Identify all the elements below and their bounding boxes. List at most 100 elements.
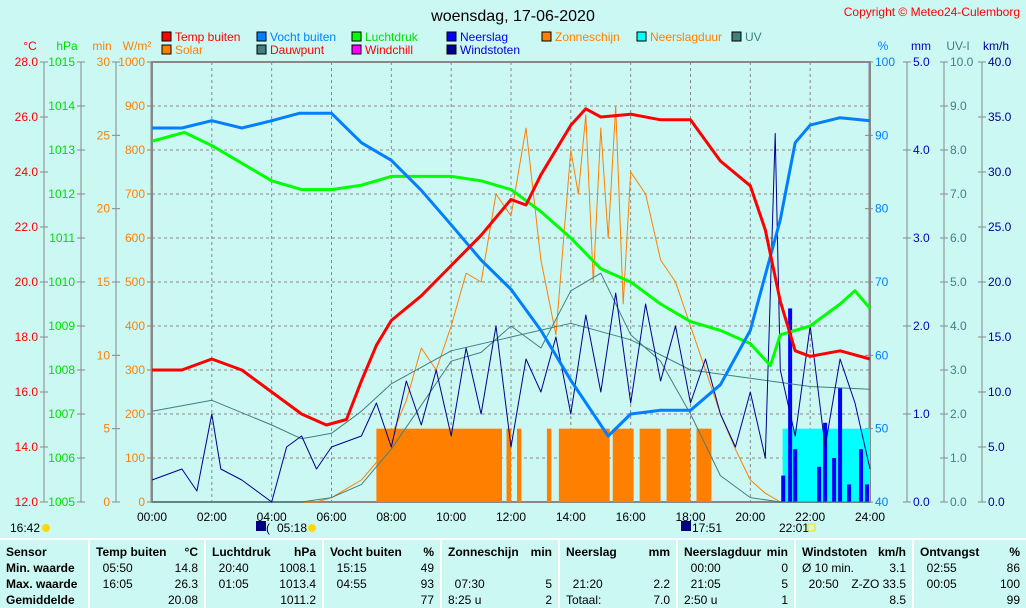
axis-tick-label-wm2: 900: [125, 99, 145, 113]
axis-tick-label-min: 25: [97, 128, 111, 142]
table-cell: 77: [420, 593, 434, 607]
axis-tick-label-uvi: 1.0: [950, 451, 967, 465]
axis-tick-label-wm2: 400: [125, 319, 145, 333]
table-header: Neerslagduur min: [684, 544, 788, 560]
bar-neerslag: [781, 475, 786, 502]
axis-tick-label-wm2: 100: [125, 451, 145, 465]
table-column: Neerslag mm 21:20 2.2 Totaal: 7.0: [560, 540, 678, 608]
legend-label: Solar: [175, 43, 203, 57]
axis-tick-label-min: 0: [103, 495, 110, 509]
table-row: 20:40 1008.1: [212, 560, 316, 576]
table-cell: 20.08: [167, 593, 198, 607]
table-cell: 05:50: [96, 561, 133, 575]
bar-neerslag: [847, 484, 852, 502]
table-row: [566, 560, 670, 576]
axis-tick-label-uvi: 6.0: [950, 231, 967, 245]
axis-tick-label-min: 10: [97, 348, 111, 362]
table-cell: Ø 10 min.: [802, 561, 855, 575]
table-cell: 02:55: [920, 561, 957, 575]
bar-neerslag: [817, 466, 822, 502]
table-cell: 01:05: [212, 577, 249, 591]
chart: woensdag, 17-06-2020 Copyright © Meteo24-…: [10, 5, 1020, 535]
axis-tick-label-wm2: 0: [138, 495, 145, 509]
chart-title: woensdag, 17-06-2020: [430, 8, 595, 25]
axis-tick-label-uvi: 9.0: [950, 99, 967, 113]
table-column: Luchtdruk hPa 20:40 1008.1 01:05 1013.4 1011…: [206, 540, 324, 608]
sunset-icon: [807, 523, 816, 532]
table-cell: Max. waarde: [6, 577, 78, 591]
axis-tick-label-temp: 16.0: [15, 385, 39, 399]
moonset-time: 16:42: [10, 521, 40, 535]
table-header: Zonneschijn min: [448, 544, 552, 560]
table-cell: 100: [999, 577, 1020, 591]
table-header: Vocht buiten%: [330, 544, 434, 560]
moon-icon: [681, 521, 691, 531]
table-row: 15:15 49: [330, 560, 434, 576]
axis-tick-label-kmh: 10.0: [988, 385, 1012, 399]
table-cell: 20:40: [212, 561, 249, 575]
table-row: 00:00 0: [684, 560, 788, 576]
axis-tick-label-temp: 20.0: [15, 275, 39, 289]
table-column: Neerslagduur min 00:00 0 21:05 5 2:50 u 1: [678, 540, 796, 608]
axis-tick-label-mm: 1.0: [913, 407, 930, 421]
sunrise-prefix: (: [266, 521, 270, 535]
table-cell: km/h: [877, 545, 906, 559]
axis-tick-label-mm: 2.0: [913, 319, 930, 333]
table-cell: 00:05: [920, 577, 957, 591]
bar-neerslag: [788, 308, 793, 502]
axis-tick-label-uvi: 4.0: [950, 319, 967, 333]
series-solar: [152, 105, 870, 503]
table-cell: mm: [648, 545, 670, 559]
table-cell: Windstoten: [802, 545, 868, 559]
table-cell: Zonneschijn: [448, 545, 519, 559]
axis-tick-label-temp: 24.0: [15, 165, 39, 179]
axis-unit-hpa: hPa: [56, 39, 78, 53]
axis-tick-label-wm2: 500: [125, 275, 145, 289]
axis-tick-label-hpa: 1013: [48, 143, 75, 157]
table-cell: 21:05: [684, 577, 721, 591]
table-cell: Min. waarde: [6, 561, 75, 575]
table-cell: min: [530, 545, 552, 559]
table-row: Gemiddelde: [6, 592, 82, 608]
axis-tick-label-min: 5: [103, 422, 110, 436]
table-row: 8:25 u 2: [448, 592, 552, 608]
axis-tick-label-wm2: 700: [125, 187, 145, 201]
table-cell: 07:30: [448, 577, 485, 591]
table-cell: Neerslagduur: [684, 545, 762, 559]
legend-swatch: [446, 44, 457, 55]
table-cell: 93: [420, 577, 434, 591]
table-cell: 2.2: [653, 577, 670, 591]
table-cell: 26.3: [174, 577, 198, 591]
bar-zonneschijn: [376, 428, 503, 502]
axis-tick-label-uvi: 7.0: [950, 187, 967, 201]
axis-tick-label-hpa: 1009: [48, 319, 75, 333]
axis-tick-label-mm: 5.0: [913, 55, 930, 69]
axis-tick-label-pct: 90: [875, 128, 889, 142]
axis-tick-label-kmh: 5.0: [988, 440, 1005, 454]
axis-tick-label-temp: 28.0: [15, 55, 39, 69]
table-row: 1011.2: [212, 592, 316, 608]
axis-tick-label-temp: 18.0: [15, 330, 39, 344]
series-uv: [152, 272, 870, 503]
axis-tick-label-pct: 50: [875, 422, 889, 436]
table-cell: 21:20: [566, 577, 603, 591]
copyright: Copyright © Meteo24-Culemborg: [844, 5, 1020, 19]
table-cell: %: [423, 545, 434, 559]
bar-neerslag: [838, 387, 843, 502]
axis-tick-label-hpa: 1005: [48, 495, 75, 509]
table-row: 00:05 100: [920, 576, 1020, 592]
table-row: 16:05 26.3: [96, 576, 198, 592]
table-column: Vocht buiten% 15:15 49 04:55 93 77: [324, 540, 442, 608]
axis-unit-kmh: km/h: [983, 39, 1009, 53]
table-cell: Sensor: [6, 545, 47, 559]
legend-swatch: [161, 31, 172, 42]
legend-swatch: [351, 44, 362, 55]
bar-zonneschijn: [612, 428, 634, 502]
bar-zonneschijn: [516, 428, 522, 502]
axis-tick-label-uvi: 5.0: [950, 275, 967, 289]
table-cell: 49: [420, 561, 434, 575]
table-row: 04:55 93: [330, 576, 434, 592]
axis-unit-temp: °C: [23, 39, 37, 53]
legend-label: Windstoten: [460, 43, 520, 57]
